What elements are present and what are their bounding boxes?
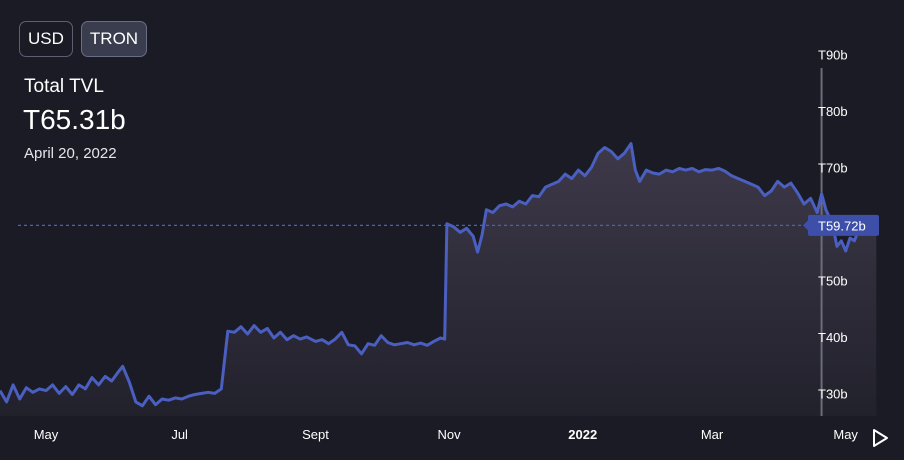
x-tick-label: Jul bbox=[171, 427, 188, 442]
y-tick-label: T30b bbox=[818, 386, 848, 401]
tron-toggle-button[interactable]: TRON bbox=[80, 21, 148, 57]
denomination-toggle: USD TRON bbox=[19, 21, 148, 57]
play-icon bbox=[873, 429, 888, 447]
x-tick-label: Mar bbox=[701, 427, 724, 442]
y-tick-label: T90b bbox=[818, 47, 848, 62]
y-tick-label: T80b bbox=[818, 104, 848, 119]
y-tick-label: T40b bbox=[818, 330, 848, 345]
x-tick-label: Nov bbox=[438, 427, 462, 442]
tvl-area-fill bbox=[0, 143, 877, 416]
x-tick-label: May bbox=[34, 427, 59, 442]
stat-label: Total TVL bbox=[24, 76, 104, 97]
play-button[interactable] bbox=[869, 426, 891, 450]
x-tick-label: Sept bbox=[302, 427, 329, 442]
y-tick-label: T70b bbox=[818, 160, 848, 175]
stat-date: April 20, 2022 bbox=[24, 145, 117, 162]
current-value-badge-pointer bbox=[803, 220, 808, 231]
current-value-label: T59.72b bbox=[818, 218, 866, 233]
x-tick-label: 2022 bbox=[568, 427, 597, 442]
current-value-badge bbox=[808, 214, 879, 236]
x-tick-label: May bbox=[833, 427, 858, 442]
y-tick-label: T50b bbox=[818, 273, 848, 288]
stat-value: T65.31b bbox=[23, 104, 126, 135]
usd-toggle-button[interactable]: USD bbox=[19, 21, 73, 57]
